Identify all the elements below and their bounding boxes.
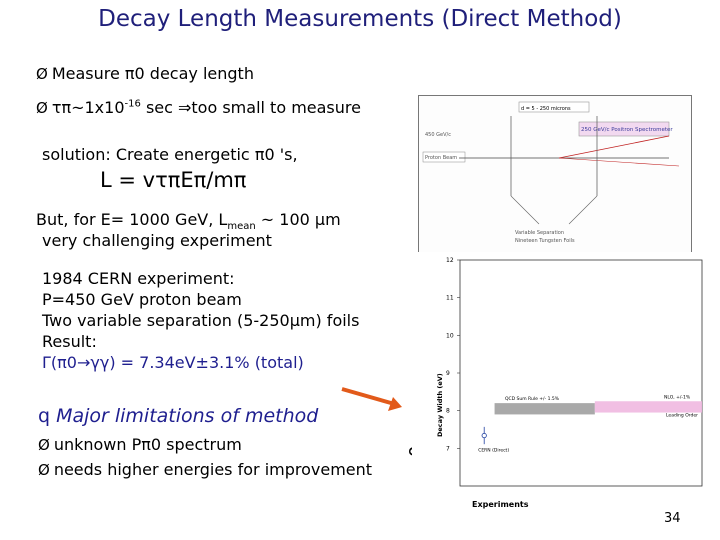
positron-track <box>558 135 670 159</box>
plot-area: 12 11 10 9 8 7 QCD Sum Rule +/- 1.5% NLO, +/-1%… <box>446 257 703 487</box>
proton-beam-box <box>422 151 466 163</box>
bullet-q-icon: q <box>38 405 51 427</box>
cern-point-label: CERN (Direct) <box>478 448 509 454</box>
diagram-top-label: d = 5 - 250 microns <box>521 106 571 112</box>
cern-block: 1984 CERN experiment: P=450 GeV proton b… <box>42 268 359 373</box>
qcd-band-label: QCD Sum Rule +/- 1.5% <box>505 396 560 402</box>
decay-length-formula: L = vτπEπ/mπ <box>100 168 247 192</box>
y-tick-label: 8 <box>446 408 450 415</box>
top-label-box <box>518 101 590 113</box>
but-line: But, for E= 1000 GeV, Lmean ~ 100 µm <box>36 210 341 233</box>
bullet-measure: Ø Measure π0 decay length <box>36 64 254 83</box>
very-challenging-line: very challenging experiment <box>42 231 272 250</box>
y-tick-label: 11 <box>446 295 454 302</box>
diagram-bottom-label-2: Nineteen Tungsten Foils <box>515 238 575 244</box>
cern-line: Result: <box>42 332 97 351</box>
y-tick-label: 9 <box>446 370 450 377</box>
qcd-band <box>494 403 595 415</box>
nlo-band-label: NLO, +/-1% <box>664 394 691 400</box>
experiment-diagram: d = 5 - 250 microns 250 GeV/c Positron S… <box>418 95 692 257</box>
diagram-right-label: 250 GeV/c Positron Spectrometer <box>581 127 673 133</box>
bullet-arrow-icon: Ø <box>38 461 50 479</box>
y-tick-label: 10 <box>446 332 454 339</box>
x-axis-label: Experiments <box>472 500 529 509</box>
result-line: Γ(π0→γγ) = 7.34eV±3.1% (total) <box>42 353 304 372</box>
bullet-arrow-icon: Ø <box>38 436 50 454</box>
diagram-bottom-label-1: Variable Separation <box>515 230 564 236</box>
slide-title: Decay Length Measurements (Direct Method… <box>98 6 622 32</box>
nlo-band <box>594 401 702 413</box>
chart-bg <box>412 252 712 522</box>
foil-callout-left <box>510 195 540 225</box>
y-tick-label: 12 <box>446 257 454 264</box>
leading-order-label: Leading Order <box>666 412 698 418</box>
photon-track <box>558 157 680 167</box>
cern-line: Two variable separation (5-250µm) foils <box>42 311 360 330</box>
bullet-arrow-icon: Ø <box>36 65 48 83</box>
cern-line: P=450 GeV proton beam <box>42 290 242 309</box>
pointer-arrow-icon <box>341 387 402 411</box>
slide-number: 34 <box>664 511 681 526</box>
decay-width-chart: 12 11 10 9 8 7 QCD Sum Rule +/- 1.5% NLO, +/-1%… <box>412 252 712 522</box>
cern-line: 1984 CERN experiment: <box>42 269 235 288</box>
diagram-left-label-2: Proton Beam <box>425 155 457 161</box>
cern-point <box>481 432 487 439</box>
diagram-left-label-1: 450 GeV/c <box>425 132 451 138</box>
foil-callout-right <box>568 195 598 225</box>
solution-line: solution: Create energetic π0 's, <box>42 145 298 164</box>
y-axis-label: Decay Width (eV) <box>436 373 444 437</box>
bullet-arrow-icon: Ø <box>36 99 48 117</box>
major-limitations: q Major limitations of method <box>38 405 319 427</box>
spectrometer-box <box>578 121 670 137</box>
y-tick-label: 7 <box>446 445 450 452</box>
